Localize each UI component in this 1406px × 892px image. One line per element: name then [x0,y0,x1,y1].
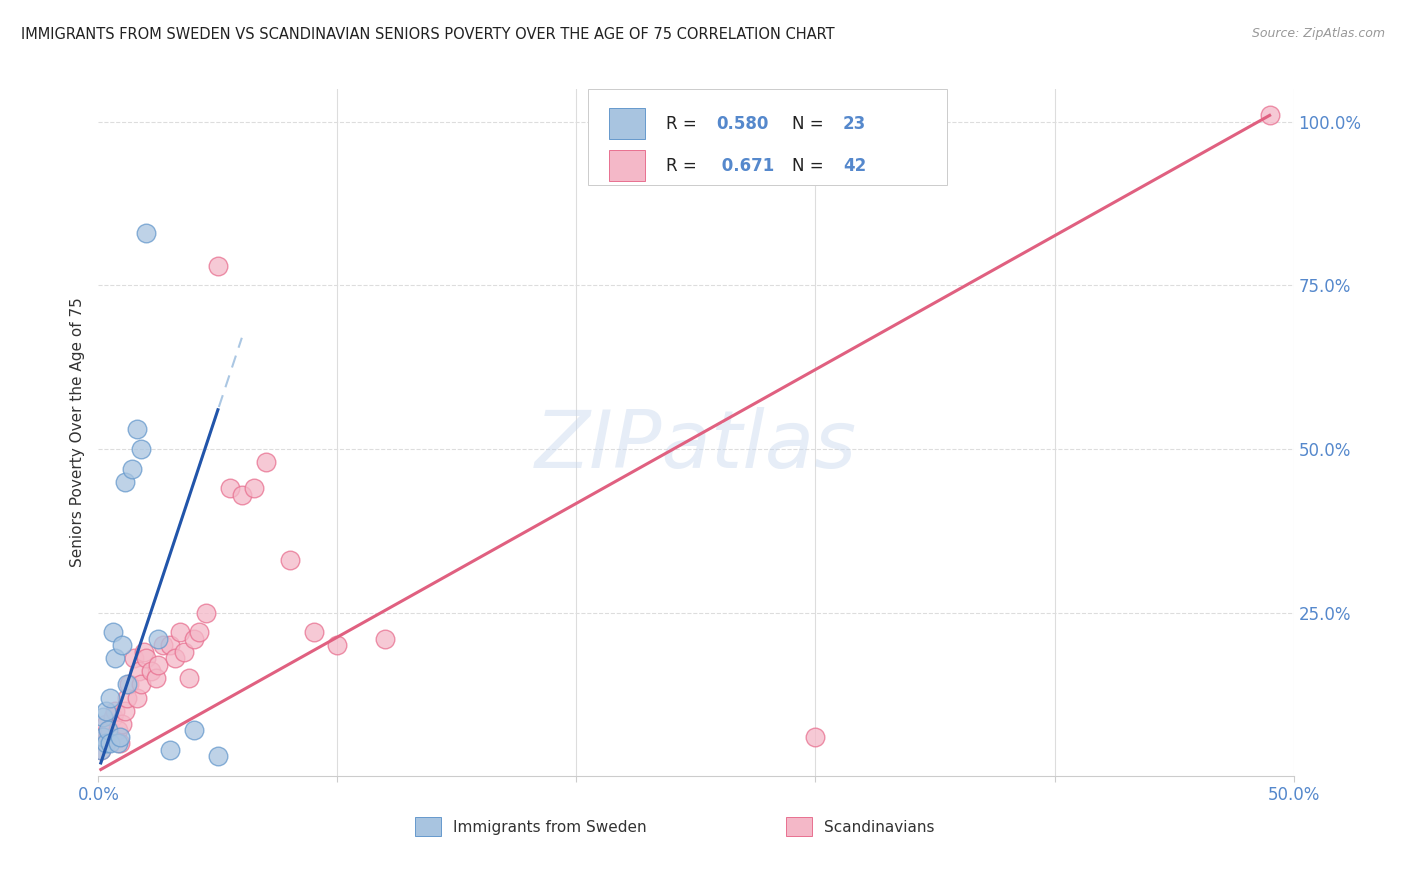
Point [183,723,205,738]
Point [131,442,153,456]
Text: N =: N = [792,157,828,175]
Point [159,638,181,652]
Text: Immigrants from Sweden: Immigrants from Sweden [453,820,647,835]
Text: 0.671: 0.671 [716,157,775,175]
Point [97,723,120,738]
Point [152,638,174,652]
Point [111,716,134,731]
Text: 23: 23 [844,115,866,133]
Bar [609,151,644,181]
Text: 42: 42 [844,157,866,175]
Point [104,651,127,665]
Text: Source: ZipAtlas.com: Source: ZipAtlas.com [1251,27,1385,40]
Point [135,226,157,240]
Point [374,632,396,646]
Point [124,651,146,665]
Point [159,743,181,757]
Point [115,677,138,691]
Point [302,625,325,640]
Point [97,730,120,744]
Text: N =: N = [792,115,828,133]
Point [90,743,112,757]
Bar [609,109,644,139]
Point [231,488,253,502]
Point [91,730,114,744]
Point [207,259,229,273]
Text: R =: R = [666,115,702,133]
Text: Scandinavians: Scandinavians [824,820,935,835]
Point [90,743,112,757]
Point [101,710,124,724]
Point [148,632,170,646]
Point [1258,108,1281,122]
Point [219,481,242,495]
Point [254,455,277,469]
Point [125,690,148,705]
Point [179,671,201,685]
Bar [786,817,811,837]
Text: R =: R = [666,157,702,175]
Text: 0.580: 0.580 [716,115,769,133]
Point [207,749,229,764]
Point [139,665,162,679]
Point [173,645,195,659]
Point [98,736,122,750]
Point [98,690,122,705]
Point [195,606,218,620]
Point [132,645,155,659]
Point [128,665,150,679]
Text: IMMIGRANTS FROM SWEDEN VS SCANDINAVIAN SENIORS POVERTY OVER THE AGE OF 75 CORREL: IMMIGRANTS FROM SWEDEN VS SCANDINAVIAN S… [21,27,835,42]
Text: ZIPatlas: ZIPatlas [534,408,858,485]
Point [278,553,301,567]
Point [101,625,124,640]
Point [148,657,170,672]
Bar [415,817,441,837]
Point [243,481,266,495]
Point [118,677,141,691]
Point [121,461,143,475]
Point [326,638,349,652]
Point [114,704,136,718]
Point [111,638,134,652]
Point [131,677,153,691]
Point [108,736,131,750]
Point [94,704,117,718]
Point [135,651,157,665]
Point [115,690,138,705]
Y-axis label: Seniors Poverty Over the Age of 75: Seniors Poverty Over the Age of 75 [70,298,86,567]
Point [91,730,114,744]
Point [107,723,129,738]
Point [107,736,129,750]
Point [187,625,209,640]
Point [94,736,117,750]
Point [145,671,167,685]
Point [125,422,148,436]
Point [804,730,827,744]
Point [114,475,136,489]
Point [98,723,122,738]
FancyBboxPatch shape [589,89,948,186]
Point [91,710,114,724]
Point [163,651,186,665]
Point [108,730,131,744]
Point [169,625,191,640]
Point [183,632,205,646]
Point [104,704,127,718]
Point [94,716,117,731]
